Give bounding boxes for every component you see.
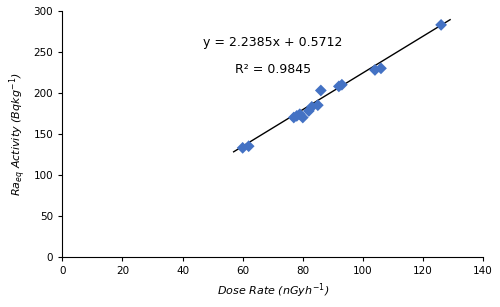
Point — [317, 88, 325, 93]
Point — [371, 68, 379, 72]
Point — [308, 104, 316, 109]
Point — [293, 113, 301, 118]
Point — [296, 112, 304, 117]
Point — [305, 108, 313, 113]
Text: R² = 0.9845: R² = 0.9845 — [234, 64, 311, 76]
Point — [244, 144, 252, 149]
Point — [299, 115, 307, 120]
Text: y = 2.2385x + 0.5712: y = 2.2385x + 0.5712 — [203, 37, 342, 49]
Point — [437, 22, 445, 27]
Point — [338, 82, 346, 87]
Point — [335, 84, 343, 89]
Point — [314, 103, 322, 108]
Point — [290, 115, 298, 120]
Point — [238, 146, 246, 150]
Y-axis label: Ra$_{eq}$ Activity ($Bqkg^{-1}$): Ra$_{eq}$ Activity ($Bqkg^{-1}$) — [7, 72, 28, 196]
X-axis label: Dose Rate ($nGyh^{-1}$): Dose Rate ($nGyh^{-1}$) — [216, 282, 329, 300]
Point — [377, 66, 385, 71]
